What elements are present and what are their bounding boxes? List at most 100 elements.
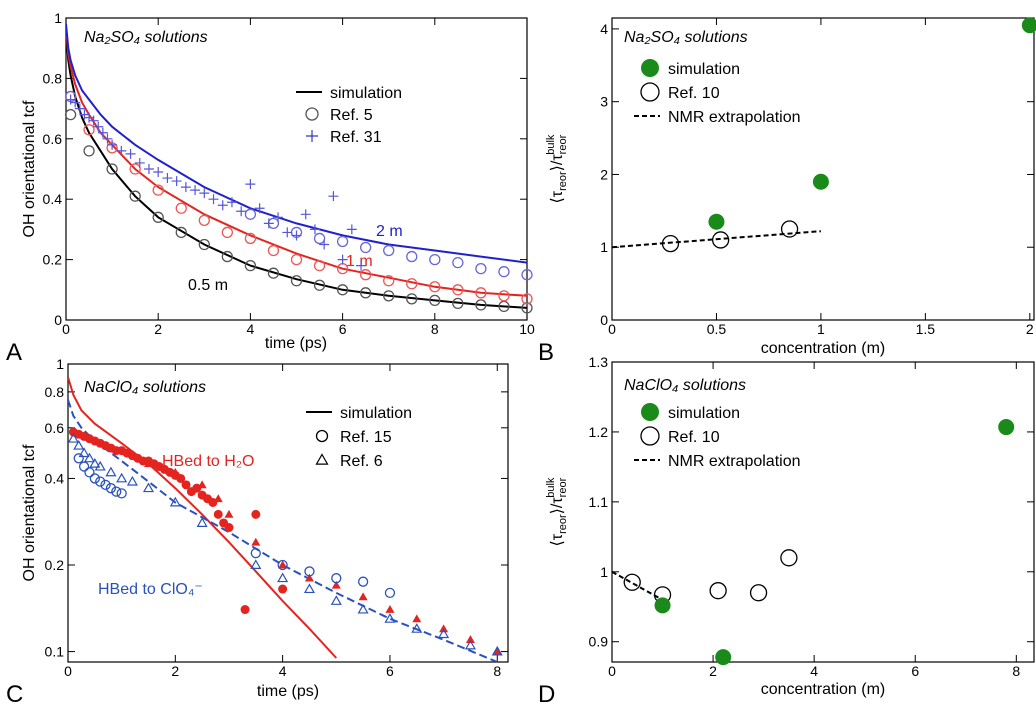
y-tick-label: 0.6: [43, 131, 63, 147]
x-tick-label: 4: [279, 663, 287, 679]
data-point: [406, 278, 418, 290]
data-point: [245, 179, 256, 190]
data-point: [221, 250, 234, 263]
data-point: [196, 517, 208, 527]
x-tick-label: 4: [247, 321, 255, 337]
y-tick-label: 0.4: [45, 470, 65, 486]
x-tick-label: 6: [339, 321, 347, 337]
data-point: [277, 572, 289, 583]
x-tick-label: 0: [608, 663, 616, 679]
y-tick-label: 0.8: [45, 384, 65, 400]
data-point: [313, 232, 326, 245]
series-line: [68, 376, 338, 659]
data-point: [429, 253, 441, 266]
data-point: [331, 580, 341, 589]
plot-frame: [611, 361, 1035, 663]
data-point: [359, 269, 372, 281]
legend-label: Ref. 10: [668, 429, 720, 446]
x-tick-label: 6: [386, 663, 394, 679]
data-point: [491, 645, 503, 656]
data-point: [384, 587, 396, 599]
data-point: [175, 202, 187, 214]
panel-letter: A: [6, 339, 22, 366]
data-point: [406, 293, 418, 305]
legend-swatch: [306, 130, 318, 142]
data-point: [475, 299, 487, 311]
y-tick-label: 0.8: [43, 70, 63, 86]
data-point: [95, 476, 106, 487]
x-axis-label: concentration (m): [761, 681, 886, 698]
data-point: [240, 605, 250, 615]
data-point: [303, 583, 315, 594]
data-point: [357, 576, 369, 587]
data-point: [83, 452, 95, 463]
y-tick-label: 0.2: [45, 557, 65, 573]
data-point: [180, 182, 191, 193]
y-axis-label-part: reor: [557, 134, 569, 154]
data-point: [74, 103, 85, 114]
y-axis-label-part: ⟩/τ: [549, 154, 566, 172]
data-point: [277, 559, 288, 571]
data-point: [169, 496, 181, 507]
series-line: [68, 399, 498, 662]
y-tick-label: 1.2: [589, 424, 609, 440]
data-point: [780, 549, 798, 567]
data-point: [181, 480, 191, 490]
data-point: [383, 275, 395, 287]
y-tick-label: 1.3: [589, 354, 609, 370]
data-point: [250, 547, 261, 559]
x-tick-label: 1: [817, 321, 825, 337]
data-point: [125, 148, 136, 159]
y-axis-label-part: bulk: [545, 477, 557, 498]
data-point: [304, 573, 314, 582]
legend-label: NMR extrapolation: [668, 453, 801, 470]
data-point: [429, 294, 441, 307]
curve-label: 1 m: [346, 253, 373, 270]
data-point: [384, 613, 396, 623]
data-point: [290, 253, 303, 266]
data-point: [357, 603, 369, 614]
data-point: [213, 494, 223, 503]
data-point: [190, 185, 201, 196]
x-tick-label: 2: [171, 663, 179, 679]
data-point: [346, 224, 357, 235]
data-point: [709, 582, 727, 600]
panel-letter: B: [538, 339, 554, 366]
legend-swatch: [305, 107, 319, 121]
data-point: [129, 190, 141, 202]
data-point: [383, 290, 395, 302]
data-point: [73, 453, 84, 464]
data-point: [358, 592, 368, 601]
data-point: [250, 559, 262, 569]
data-point: [411, 623, 423, 633]
data-point: [126, 475, 138, 486]
curve-label: 2 m: [376, 223, 403, 240]
data-point: [661, 234, 680, 253]
data-point: [236, 206, 247, 217]
data-point: [492, 647, 502, 655]
y-tick-label: 4: [600, 21, 608, 37]
plot-frame: [65, 17, 528, 321]
x-tick-label: 2: [709, 663, 717, 679]
y-axis-label: OH orientational tcf: [21, 100, 38, 238]
data-point: [152, 184, 164, 196]
x-tick-label: 0: [608, 321, 616, 337]
series-line: [612, 230, 821, 249]
data-point: [251, 509, 261, 519]
data-point: [224, 523, 234, 533]
x-axis-label: time (ps): [265, 335, 327, 352]
data-point: [498, 266, 510, 278]
data-point: [313, 259, 326, 272]
data-point: [217, 200, 228, 211]
x-tick-label: 0: [62, 321, 70, 337]
data-point: [106, 163, 118, 175]
plot-frame: [611, 17, 1035, 321]
data-point: [175, 226, 187, 239]
data-point: [94, 460, 106, 471]
legend-swatch: [640, 426, 660, 446]
panel-title: Na₂SO₄ solutions: [84, 29, 208, 46]
x-tick-label: 0.5: [707, 321, 727, 337]
data-point: [1021, 17, 1036, 34]
curve-label: 0.5 m: [188, 277, 228, 294]
data-point: [244, 232, 257, 245]
